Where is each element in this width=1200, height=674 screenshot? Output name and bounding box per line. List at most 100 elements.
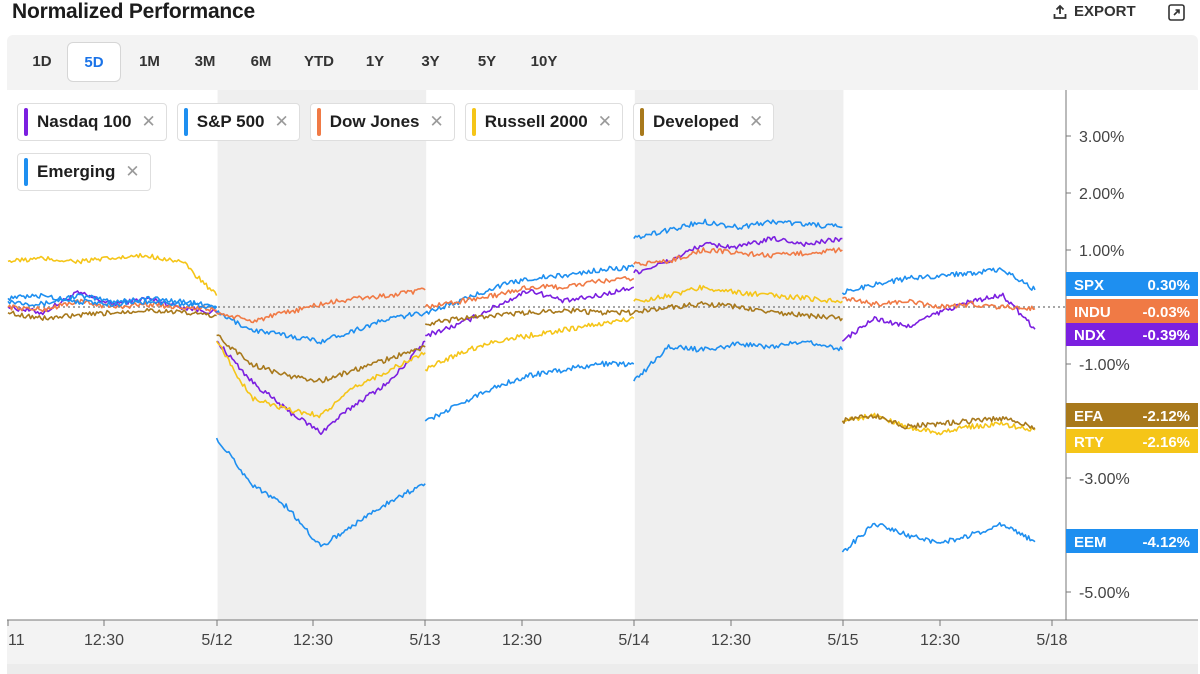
end-value-badge <box>1066 529 1198 553</box>
range-1y[interactable]: 1Y <box>365 53 385 70</box>
range-1d[interactable]: 1D <box>32 53 52 70</box>
series-line-ndx <box>216 340 426 436</box>
series-line-rty <box>215 340 426 419</box>
remove-series-icon[interactable]: ✕ <box>141 112 156 131</box>
remove-series-icon[interactable]: ✕ <box>125 162 140 181</box>
end-value-label: -2.12% <box>1142 408 1190 425</box>
legend-chip-label: Dow Jones <box>329 112 420 131</box>
scroll-track[interactable] <box>7 664 1198 674</box>
series-line-indu <box>633 247 843 267</box>
series-line-efa <box>216 334 426 384</box>
remove-series-icon[interactable]: ✕ <box>274 112 289 131</box>
series-line-ndx <box>841 292 1036 342</box>
plot-area <box>7 90 1198 620</box>
end-value-ticker: EFA <box>1074 408 1103 425</box>
end-value-badge <box>1066 299 1198 323</box>
end-value-ticker: INDU <box>1074 304 1111 321</box>
shaded-session <box>217 90 427 620</box>
series-line-spx <box>424 264 635 315</box>
series-line-eem <box>424 360 635 422</box>
end-value-ticker: EEM <box>1074 534 1107 551</box>
series-line-ndx <box>425 286 635 338</box>
end-value-ticker: RTY <box>1074 434 1104 451</box>
remove-series-icon[interactable]: ✕ <box>748 112 764 131</box>
series-swatch <box>471 108 476 136</box>
end-value-badge <box>1066 322 1198 346</box>
export-label: EXPORT <box>1074 3 1136 20</box>
series-line-eem <box>841 521 1036 553</box>
y-tick-label: 3.00% <box>1079 129 1124 146</box>
x-tick-label: 12:30 <box>920 632 960 649</box>
end-value-label: -2.16% <box>1142 434 1190 451</box>
y-tick-label: -5.00% <box>1079 585 1130 602</box>
legend-chips: Nasdaq 100 ✕ S&P 500 ✕ Dow Jones ✕ Russell 200… <box>17 103 827 191</box>
y-tick-label: 1.00% <box>1079 243 1124 260</box>
x-tick-label: 5/14 <box>618 632 649 649</box>
legend-chip-label: Nasdaq 100 <box>37 112 132 131</box>
y-tick-label: -1.00% <box>1079 357 1130 374</box>
y-tick-label: 2.00% <box>1079 186 1124 203</box>
range-ytd[interactable]: YTD <box>304 53 334 70</box>
series-line-indu <box>424 276 635 310</box>
end-value-label: -4.12% <box>1142 534 1190 551</box>
shaded-session <box>634 90 844 620</box>
legend-chip-label: Russell 2000 <box>484 112 588 131</box>
x-tick-label: 12:30 <box>502 632 542 649</box>
x-tick-label: 12:30 <box>84 632 124 649</box>
series-line-efa <box>633 301 844 322</box>
y-tick-label: -3.00% <box>1079 471 1130 488</box>
x-tick-label: 12:30 <box>293 632 333 649</box>
series-line-efa <box>841 413 1036 430</box>
range-3m[interactable]: 3M <box>194 53 216 70</box>
end-value-ticker: NDX <box>1074 327 1106 344</box>
series-line-indu <box>7 298 218 313</box>
range-1m[interactable]: 1M <box>139 53 160 70</box>
x-tick-label: 11 <box>8 632 25 649</box>
legend-chip-label: Developed <box>653 112 739 131</box>
remove-series-icon[interactable]: ✕ <box>429 112 444 131</box>
range-selector: 1D 5D 1M 3M 6M YTD 1Y 3Y 5Y 10Y <box>17 42 573 82</box>
range-3y[interactable]: 3Y <box>421 53 440 70</box>
expand-icon[interactable] <box>1168 4 1185 21</box>
page-title: Normalized Performance <box>12 0 256 23</box>
range-6m[interactable]: 6M <box>250 53 272 70</box>
export-icon <box>1053 4 1067 19</box>
series-line-eem <box>7 292 218 310</box>
series-line-rty <box>424 316 635 372</box>
legend-chip-label: Emerging <box>37 162 116 181</box>
x-tick-label: 12:30 <box>711 632 751 649</box>
series-line-efa <box>425 307 635 327</box>
legend-chip-label: S&P 500 <box>196 112 265 131</box>
x-tick-label: 5/15 <box>827 632 858 649</box>
series-line-indu <box>841 296 1036 312</box>
range-10y[interactable]: 10Y <box>530 53 558 70</box>
legend-chip[interactable]: Emerging ✕ <box>17 153 151 191</box>
series-line-spx <box>633 218 843 240</box>
series-line-eem <box>633 340 844 382</box>
series-line-efa <box>7 307 217 321</box>
series-line-eem <box>215 437 426 548</box>
legend-chip[interactable]: Russell 2000 ✕ <box>464 103 623 141</box>
export-button[interactable]: EXPORT <box>1052 3 1136 20</box>
series-swatch <box>183 108 188 136</box>
end-value-label: -0.03% <box>1142 304 1190 321</box>
series-line-ndx <box>633 236 843 275</box>
legend-chip[interactable]: S&P 500 ✕ <box>176 103 300 141</box>
end-value-label: 0.30% <box>1147 277 1190 294</box>
range-5d[interactable]: 5D <box>67 42 121 82</box>
end-value-badge <box>1066 272 1198 296</box>
series-line-spx <box>216 310 426 345</box>
series-line-indu <box>216 287 426 324</box>
series-line-spx <box>841 267 1036 296</box>
range-5y[interactable]: 5Y <box>477 53 497 70</box>
series-swatch <box>24 108 28 136</box>
x-tick-label: 5/18 <box>1036 632 1067 649</box>
series-line-rty <box>842 412 1036 436</box>
end-value-label: -0.39% <box>1142 327 1190 344</box>
series-swatch <box>24 158 28 186</box>
legend-chip[interactable]: Dow Jones ✕ <box>309 103 455 141</box>
end-value-badge <box>1066 429 1198 453</box>
legend-chip[interactable]: Nasdaq 100 ✕ <box>17 103 167 141</box>
legend-chip[interactable]: Developed ✕ <box>633 103 775 141</box>
remove-series-icon[interactable]: ✕ <box>597 112 612 131</box>
